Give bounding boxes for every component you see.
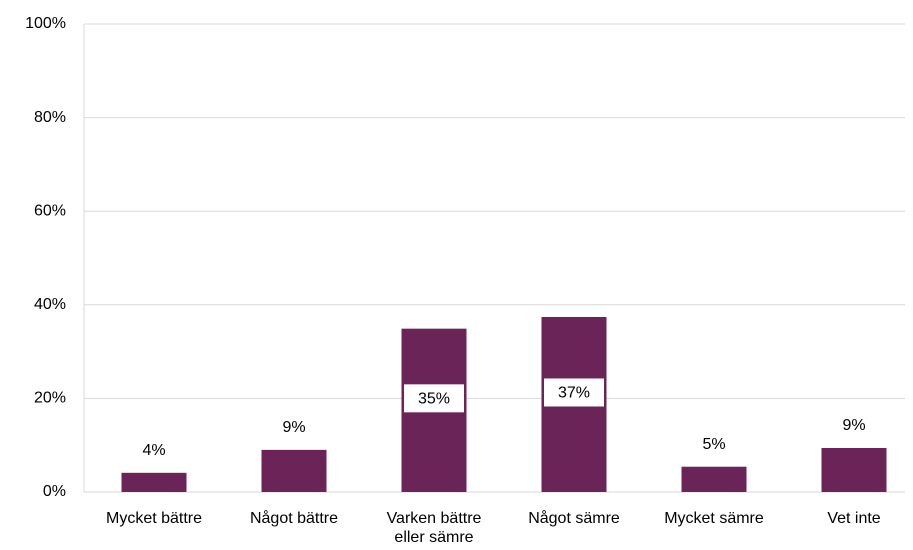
x-tick-label: Något bättre [249, 510, 339, 527]
bar [261, 449, 327, 492]
bar [121, 472, 187, 492]
y-tick-label: 80% [34, 109, 66, 126]
y-tick-label: 20% [34, 390, 66, 407]
y-tick-label: 60% [34, 202, 66, 219]
bar [681, 466, 747, 492]
data-label: 5% [702, 436, 725, 453]
data-label: 9% [282, 419, 305, 436]
x-tick-label: Mycket sämre [664, 510, 764, 527]
x-tick-label: Varken bättre eller sämre [386, 510, 482, 546]
data-label: 35% [418, 391, 450, 408]
y-tick-label: 40% [34, 296, 66, 313]
x-tick-label: Vet inte [827, 510, 881, 527]
data-label: 9% [842, 417, 865, 434]
x-tick-label: Mycket bättre [105, 510, 203, 527]
data-label: 37% [558, 385, 590, 402]
x-tick-label: Något sämre [528, 510, 620, 527]
y-tick-label: 100% [25, 15, 66, 32]
y-tick-label: 0% [43, 483, 66, 500]
data-label-box [404, 384, 464, 413]
bar [821, 448, 887, 492]
data-label-box [544, 378, 604, 407]
data-label: 4% [142, 442, 165, 459]
